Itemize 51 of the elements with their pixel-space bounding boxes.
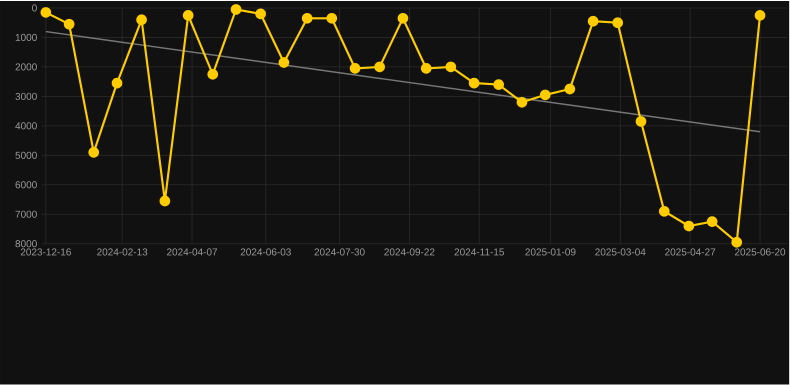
point <box>302 13 313 24</box>
point <box>207 69 218 80</box>
point <box>754 10 766 21</box>
point <box>112 78 122 89</box>
point <box>493 79 504 90</box>
x-tick-label: 2024-07-30 <box>314 248 365 256</box>
point <box>326 13 338 24</box>
point <box>398 13 408 24</box>
point <box>230 4 242 15</box>
x-tick-label: 2024-02-13 <box>97 248 148 256</box>
point <box>684 220 694 232</box>
x-tick-label: 2024-06-03 <box>240 248 291 256</box>
x-tick-label: 2024-09-22 <box>384 248 434 256</box>
point <box>658 206 670 217</box>
y-tick-label: 5000 <box>15 152 37 160</box>
point <box>636 116 646 127</box>
point <box>612 18 624 28</box>
y-tick-label: 3000 <box>15 93 37 100</box>
point <box>40 7 52 18</box>
y-tick-label: 4000 <box>15 122 37 130</box>
point <box>255 8 266 20</box>
point <box>588 16 598 27</box>
point <box>160 196 170 207</box>
y-tick-label: 7000 <box>16 210 37 218</box>
point <box>136 14 147 26</box>
point <box>468 78 480 89</box>
y-tick-label: 2000 <box>16 64 37 71</box>
point <box>564 84 576 95</box>
x-tick-label: 2025-06-20 <box>734 248 786 256</box>
point <box>374 62 385 72</box>
point <box>516 97 528 108</box>
point <box>88 147 100 158</box>
x-tick-label: 2025-01-09 <box>525 248 576 256</box>
y-tick-label: 0 <box>32 4 37 12</box>
point <box>64 19 74 30</box>
point <box>182 10 194 21</box>
point <box>731 237 742 248</box>
point <box>540 90 551 100</box>
y-tick-label: 6000 <box>16 181 37 189</box>
y-tick-label: 8000 <box>15 240 37 248</box>
point <box>278 57 290 68</box>
point <box>420 63 432 74</box>
x-tick-label: 2024-04-07 <box>166 248 218 256</box>
x-tick-label: 2023-12-16 <box>20 248 71 256</box>
y-tick-label: 1000 <box>16 34 37 42</box>
x-tick-label: 2024-11-15 <box>454 248 504 256</box>
x-tick-label: 2025-03-04 <box>595 248 646 256</box>
point <box>445 62 456 72</box>
point <box>350 63 360 74</box>
point <box>706 216 718 228</box>
x-tick-label: 2025-04-27 <box>665 248 716 256</box>
